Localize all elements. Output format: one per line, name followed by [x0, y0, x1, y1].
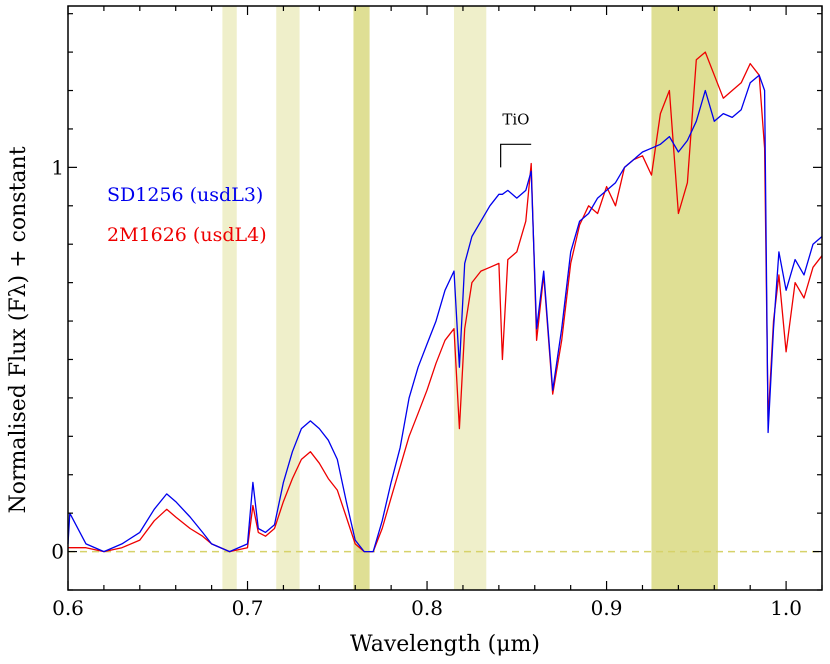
- axis-ticks: [67, 6, 823, 591]
- x-tick-label: 0.9: [591, 596, 623, 620]
- x-tick-label: 0.7: [232, 596, 264, 620]
- shaded-band-3: [353, 6, 370, 590]
- y-tick-label: 1: [51, 155, 64, 179]
- y-tick-labels: 0 1: [51, 155, 64, 563]
- absorption-bands: [222, 6, 718, 590]
- y-axis-label: Normalised Flux (Fλ) + constant: [6, 146, 31, 513]
- legend-entry-sd1256: SD1256 (usdL3): [107, 184, 263, 206]
- tio-label: TiO: [502, 110, 529, 128]
- y-tick-label: 0: [51, 540, 64, 564]
- shaded-band-5: [651, 6, 718, 590]
- spectrum-series: [67, 51, 823, 553]
- x-tick-labels: 0.6 0.7 0.8 0.9 1.0: [52, 596, 802, 620]
- series-line-2m1626: [68, 51, 823, 553]
- legend-entry-2m1626: 2M1626 (usdL4): [107, 224, 267, 246]
- x-tick-label: 0.6: [52, 596, 84, 620]
- series-line-sd1256: [67, 74, 823, 553]
- tio-bracket: [500, 143, 532, 168]
- x-axis-label: Wavelength (μm): [350, 632, 540, 657]
- plot-frame: [67, 5, 823, 591]
- legend: SD1256 (usdL3) 2M1626 (usdL4): [107, 184, 267, 246]
- x-tick-label: 0.8: [411, 596, 443, 620]
- x-tick-label: 1.0: [770, 596, 802, 620]
- tio-annotation: TiO: [500, 110, 532, 168]
- shaded-band-2: [276, 6, 300, 590]
- shaded-band-1: [222, 6, 237, 590]
